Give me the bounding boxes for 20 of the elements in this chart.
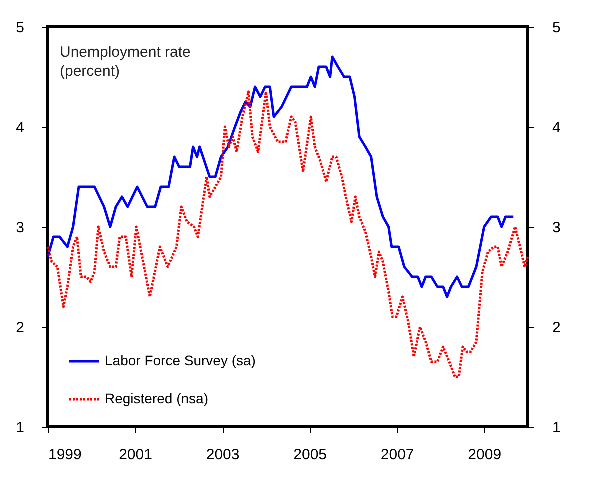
y2-tick-label: 4	[552, 120, 561, 136]
line-series	[46, 90, 530, 378]
legend-label: Labor Force Survey (sa)	[105, 352, 256, 368]
x-tick-label: 2005	[294, 446, 328, 464]
y-tick-label: 5	[16, 20, 24, 36]
y2-tick-label: 1	[552, 420, 561, 436]
x-tick-label: 2003	[206, 446, 240, 464]
x-tick-label: 2001	[119, 446, 152, 464]
y2-tick-label: 5	[552, 20, 561, 36]
x-tick-label: 1999	[48, 446, 82, 464]
y-tick-label: 2	[16, 320, 24, 336]
legend-label: Registered (nsa)	[105, 390, 208, 406]
x-tick-label: 2009	[468, 446, 502, 464]
x-tick-label: 2007	[380, 446, 414, 464]
annotation: Unemployment rate (percent)	[60, 44, 191, 80]
y2-tick-label: 2	[552, 320, 561, 336]
y-tick-label: 4	[16, 120, 24, 136]
y2-tick-label: 3	[552, 220, 561, 236]
y-tick-label: 3	[16, 220, 24, 236]
y-tick-label: 1	[16, 420, 24, 436]
